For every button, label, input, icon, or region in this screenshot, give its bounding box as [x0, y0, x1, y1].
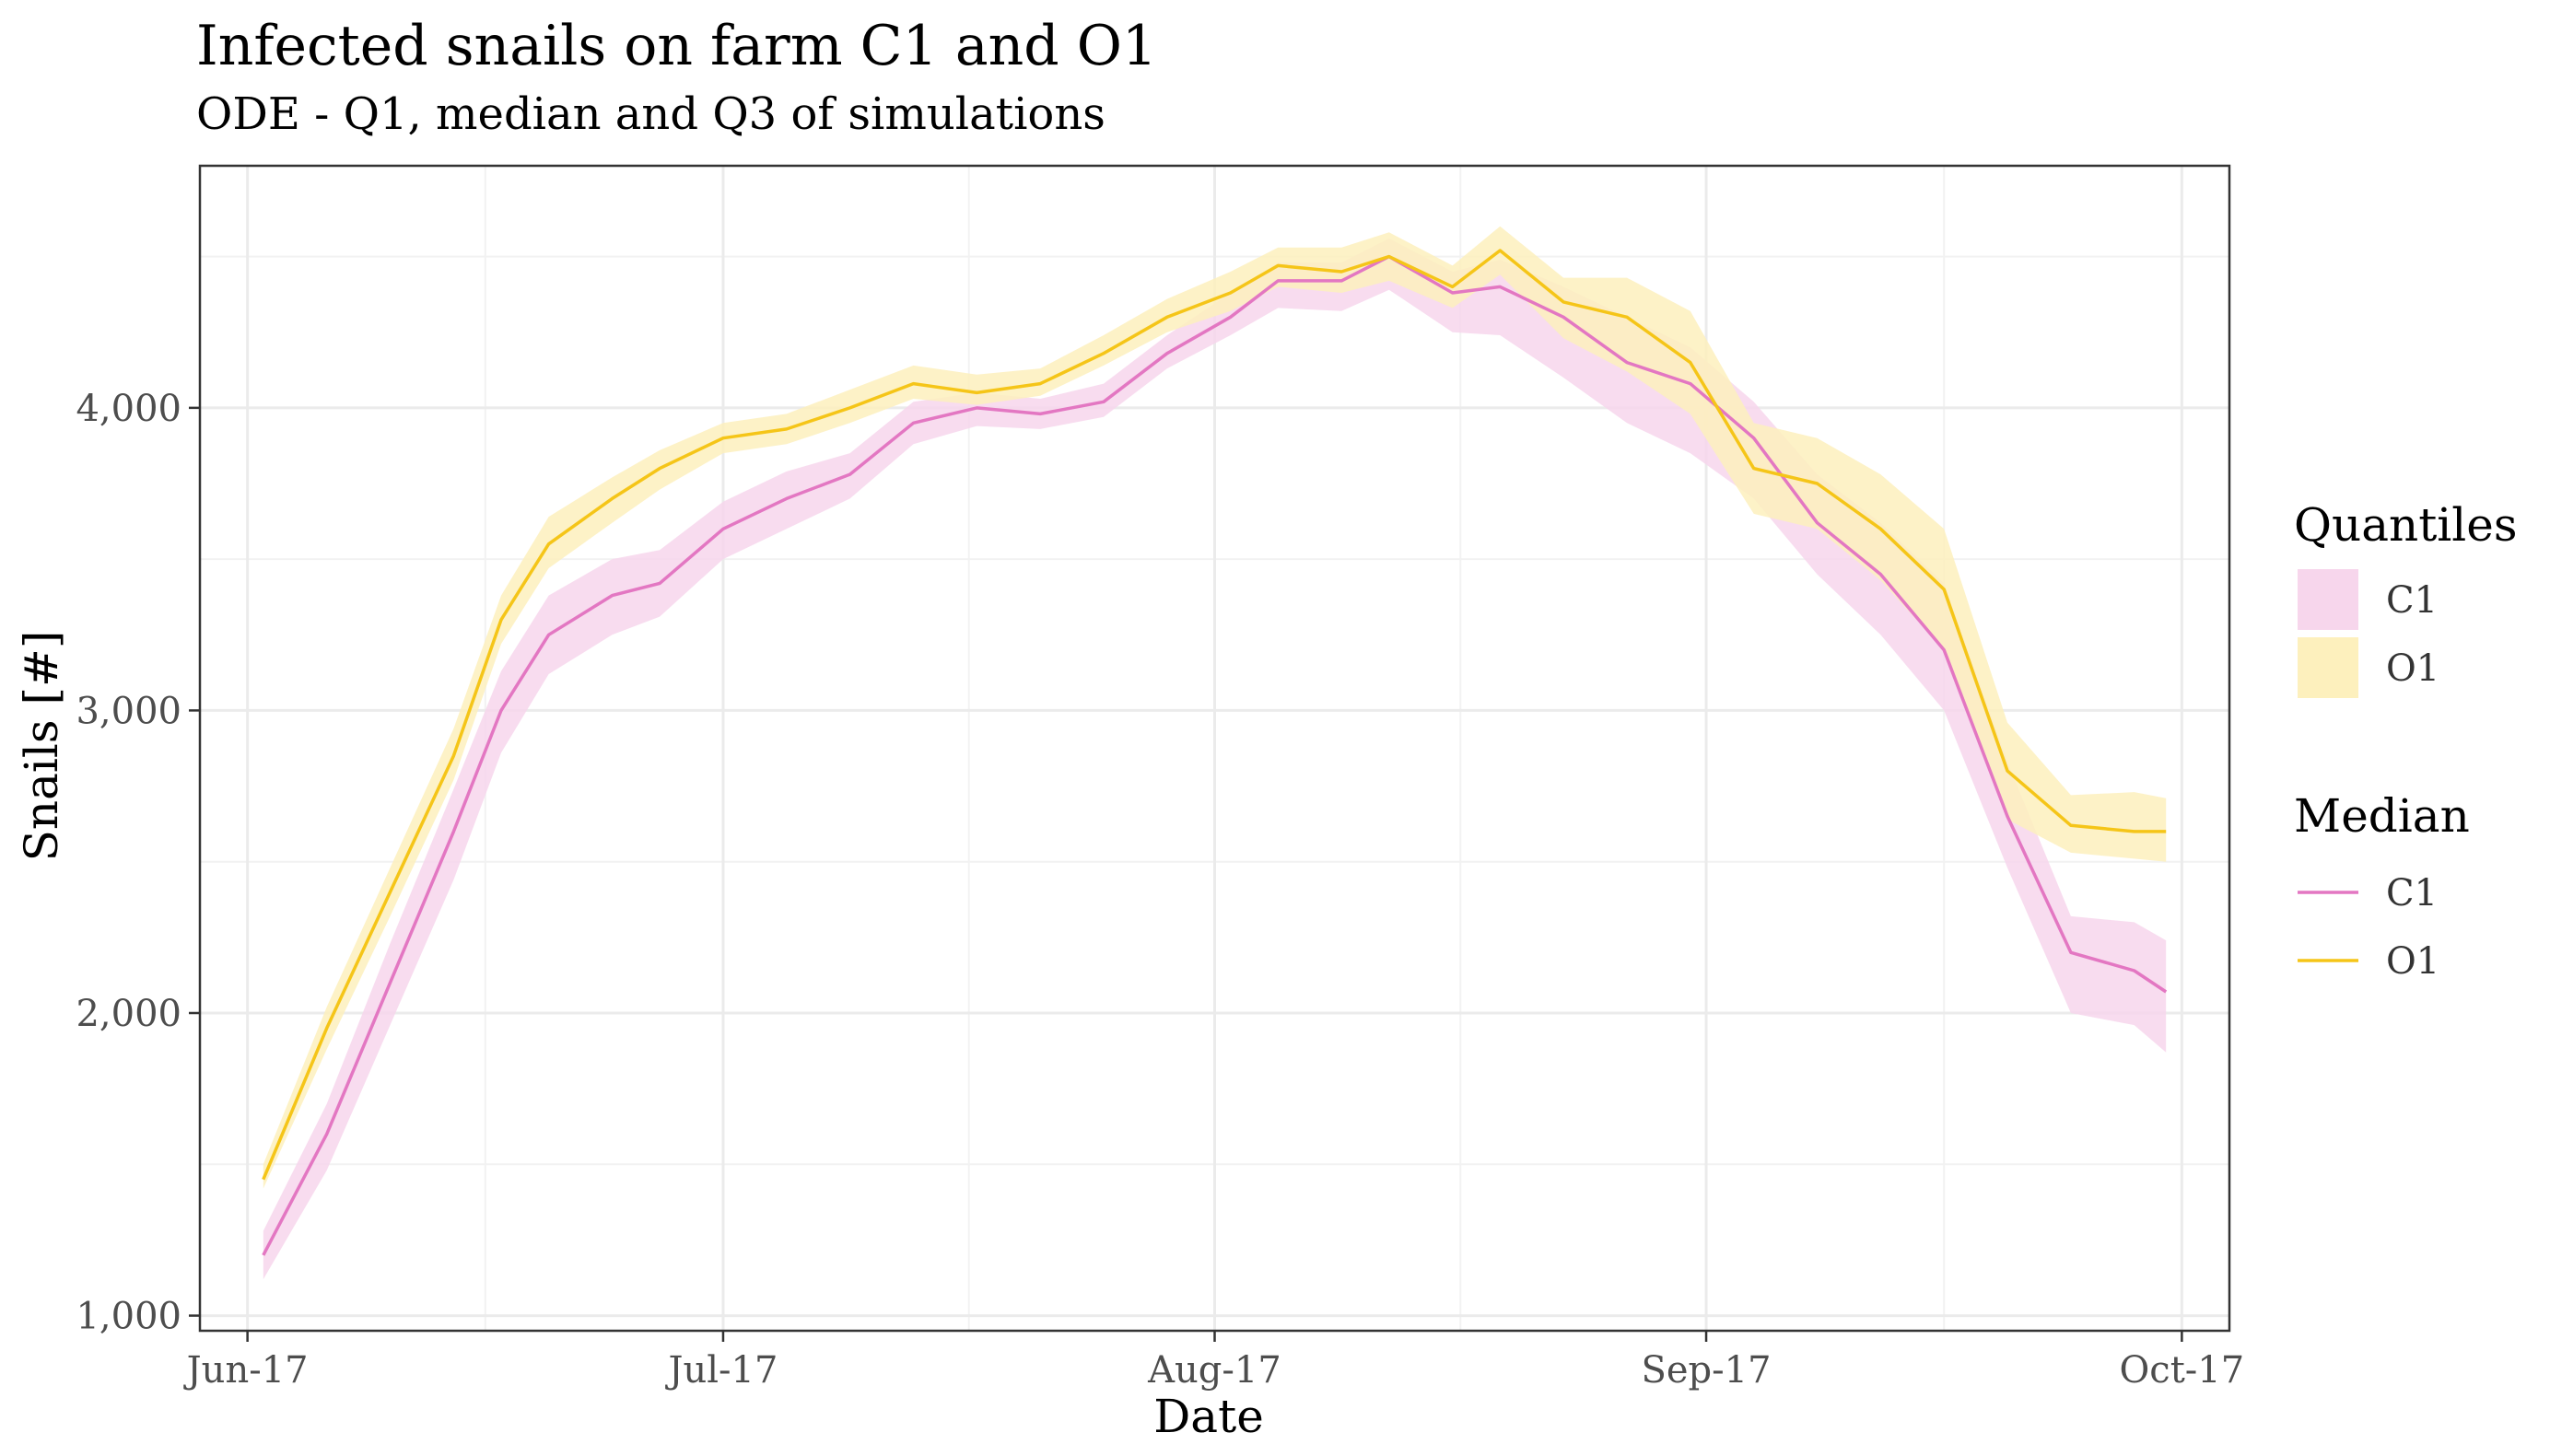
x-tick-label: Jul-17 [664, 1349, 778, 1392]
x-axis: Jun-17 Jul-17 Aug-17 Sep-17 Oct-17 [183, 1331, 2245, 1392]
quantile-band-c1 [263, 238, 2167, 1280]
median-line-o1 [262, 249, 2167, 1181]
chart-title: Infected snails on farm C1 and O1 [196, 14, 1157, 78]
x-tick-label: Jun-17 [183, 1349, 309, 1392]
y-axis-label: Snails [#] [15, 631, 68, 862]
y-tick-label: 3,000 [76, 690, 181, 732]
y-axis: 1,000 2,000 3,000 4,000 [76, 388, 200, 1338]
legend-label-line-o1: O1 [2386, 940, 2439, 983]
y-tick-label: 4,000 [76, 388, 181, 430]
legend-title-quantiles: Quantiles [2294, 498, 2518, 552]
legend-title-median: Median [2294, 789, 2470, 843]
legend: Quantiles C1 O1 Median C1 O1 [2294, 498, 2518, 983]
x-tick-label: Aug-17 [1147, 1349, 1281, 1392]
y-tick-label: 1,000 [76, 1296, 181, 1338]
plot-panel [198, 164, 2231, 1333]
legend-label-band-o1: O1 [2386, 647, 2439, 690]
x-tick-label: Sep-17 [1641, 1349, 1771, 1392]
quantile-bands [263, 226, 2167, 1280]
x-axis-label: Date [1153, 1390, 1264, 1443]
legend-key-band-o1 [2298, 637, 2358, 698]
legend-label-line-c1: C1 [2386, 872, 2438, 914]
chart-subtitle: ODE - Q1, median and Q3 of simulations [196, 88, 1105, 140]
median-lines [262, 249, 2168, 1256]
legend-label-band-c1: C1 [2386, 579, 2438, 622]
x-tick-label: Oct-17 [2120, 1349, 2245, 1392]
y-tick-label: 2,000 [76, 993, 181, 1035]
median-line-c1 [262, 254, 2168, 1256]
legend-key-band-c1 [2298, 569, 2358, 630]
